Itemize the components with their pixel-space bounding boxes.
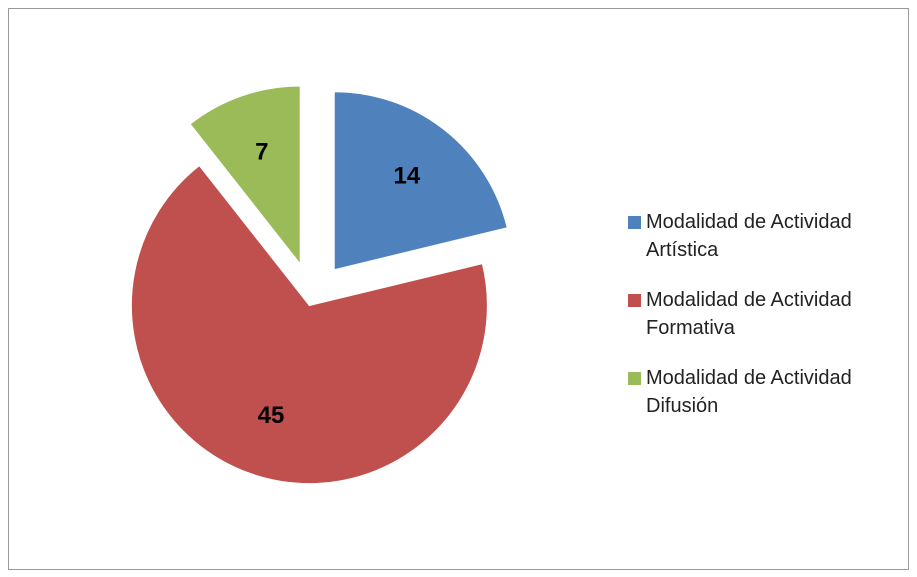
data-label: 45 bbox=[258, 402, 285, 429]
legend: Modalidad de Actividad Artística Modalida… bbox=[628, 208, 908, 442]
data-label: 14 bbox=[394, 163, 421, 190]
pie-slice bbox=[189, 85, 301, 266]
legend-item: Modalidad de Actividad Formativa bbox=[628, 286, 908, 342]
data-label: 7 bbox=[255, 138, 268, 165]
legend-item: Modalidad de Actividad Difusión bbox=[628, 364, 908, 420]
legend-swatch bbox=[628, 216, 641, 229]
pie-slice bbox=[130, 164, 488, 485]
legend-label: Modalidad de Actividad Artística bbox=[646, 211, 852, 261]
legend-swatch bbox=[628, 294, 641, 307]
legend-swatch bbox=[628, 372, 641, 385]
legend-label: Modalidad de Actividad Difusión bbox=[646, 367, 852, 417]
legend-label: Modalidad de Actividad Formativa bbox=[646, 289, 852, 339]
legend-item: Modalidad de Actividad Artística bbox=[628, 208, 908, 264]
pie-slice bbox=[333, 91, 508, 271]
